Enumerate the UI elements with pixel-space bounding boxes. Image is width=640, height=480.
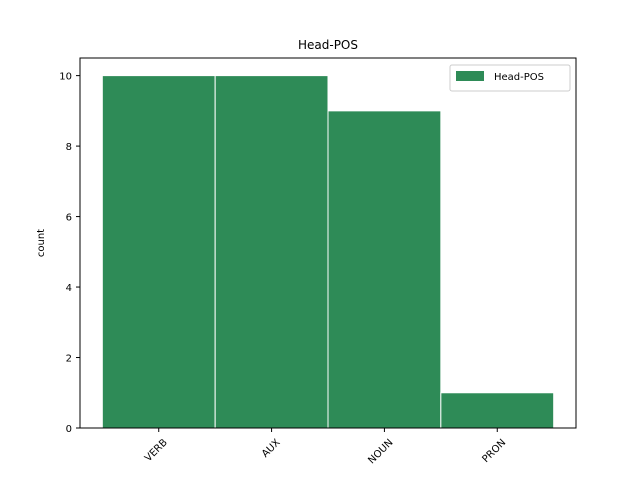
x-tick-label-verb: VERB bbox=[143, 437, 170, 464]
bars-group bbox=[101, 75, 555, 429]
legend: Head-POS bbox=[449, 64, 571, 92]
y-tick-label: 4 bbox=[66, 283, 72, 294]
x-tick-label-noun: NOUN bbox=[366, 437, 395, 466]
y-tick-label: 0 bbox=[66, 424, 72, 435]
bar-verb bbox=[101, 75, 216, 429]
legend-label: Head-POS bbox=[494, 72, 544, 83]
y-axis: 0 2 4 6 8 10 bbox=[59, 72, 80, 435]
bar-aux bbox=[214, 75, 329, 429]
bar-noun bbox=[327, 110, 442, 429]
y-tick-label: 10 bbox=[59, 72, 72, 83]
bar-pron bbox=[440, 392, 555, 429]
y-tick-label: 6 bbox=[66, 213, 72, 224]
y-axis-label: count bbox=[36, 229, 47, 257]
y-tick-label: 2 bbox=[66, 354, 72, 365]
plot-frame bbox=[79, 57, 577, 429]
x-tick-label-aux: AUX bbox=[260, 437, 283, 460]
x-axis: VERB AUX NOUN PRON bbox=[143, 428, 508, 466]
legend-swatch bbox=[456, 71, 484, 81]
y-tick-label: 8 bbox=[66, 142, 72, 153]
x-tick-label-pron: PRON bbox=[481, 437, 509, 465]
chart-title: Head-POS bbox=[298, 38, 358, 52]
